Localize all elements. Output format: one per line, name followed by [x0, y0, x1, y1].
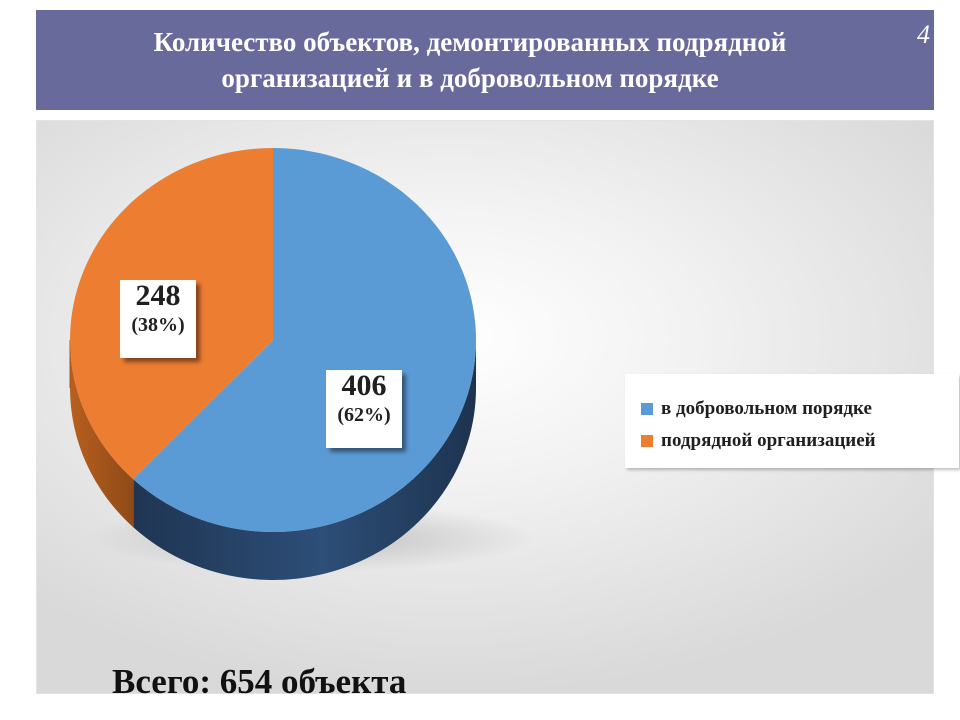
data-label-contractor-percent: (38%) [131, 314, 185, 336]
slide-title: Количество объектов, демонтированных под… [36, 24, 904, 96]
slide-header: Количество объектов, демонтированных под… [36, 10, 934, 110]
legend-item-voluntary: в добровольном порядке [641, 398, 872, 420]
slide-title-line-2: организацией и в добровольном порядке [221, 63, 719, 93]
pie-side-contractor [70, 340, 134, 528]
slide-title-line-1: Количество объектов, демонтированных под… [153, 27, 787, 57]
data-label-voluntary: 406 (62%) [326, 370, 402, 448]
legend-label-contractor: подрядной организацией [661, 430, 876, 451]
chart-legend: в добровольном порядке подрядной организ… [625, 374, 959, 468]
total-count: Всего: 654 объекта [112, 662, 407, 701]
legend-label-voluntary: в добровольном порядке [661, 398, 872, 419]
legend-swatch-voluntary [641, 403, 653, 415]
data-label-contractor-value: 248 [135, 279, 181, 312]
page-number: 4 [917, 20, 930, 49]
data-label-voluntary-percent: (62%) [337, 404, 391, 426]
data-label-voluntary-value: 406 [341, 369, 387, 402]
legend-item-contractor: подрядной организацией [641, 430, 876, 452]
data-label-contractor: 248 (38%) [120, 280, 196, 358]
chart-area: 406 (62%) 248 (38%) в добровольном поряд… [36, 120, 959, 694]
legend-swatch-contractor [641, 435, 653, 447]
pie-side-voluntary [133, 340, 477, 580]
